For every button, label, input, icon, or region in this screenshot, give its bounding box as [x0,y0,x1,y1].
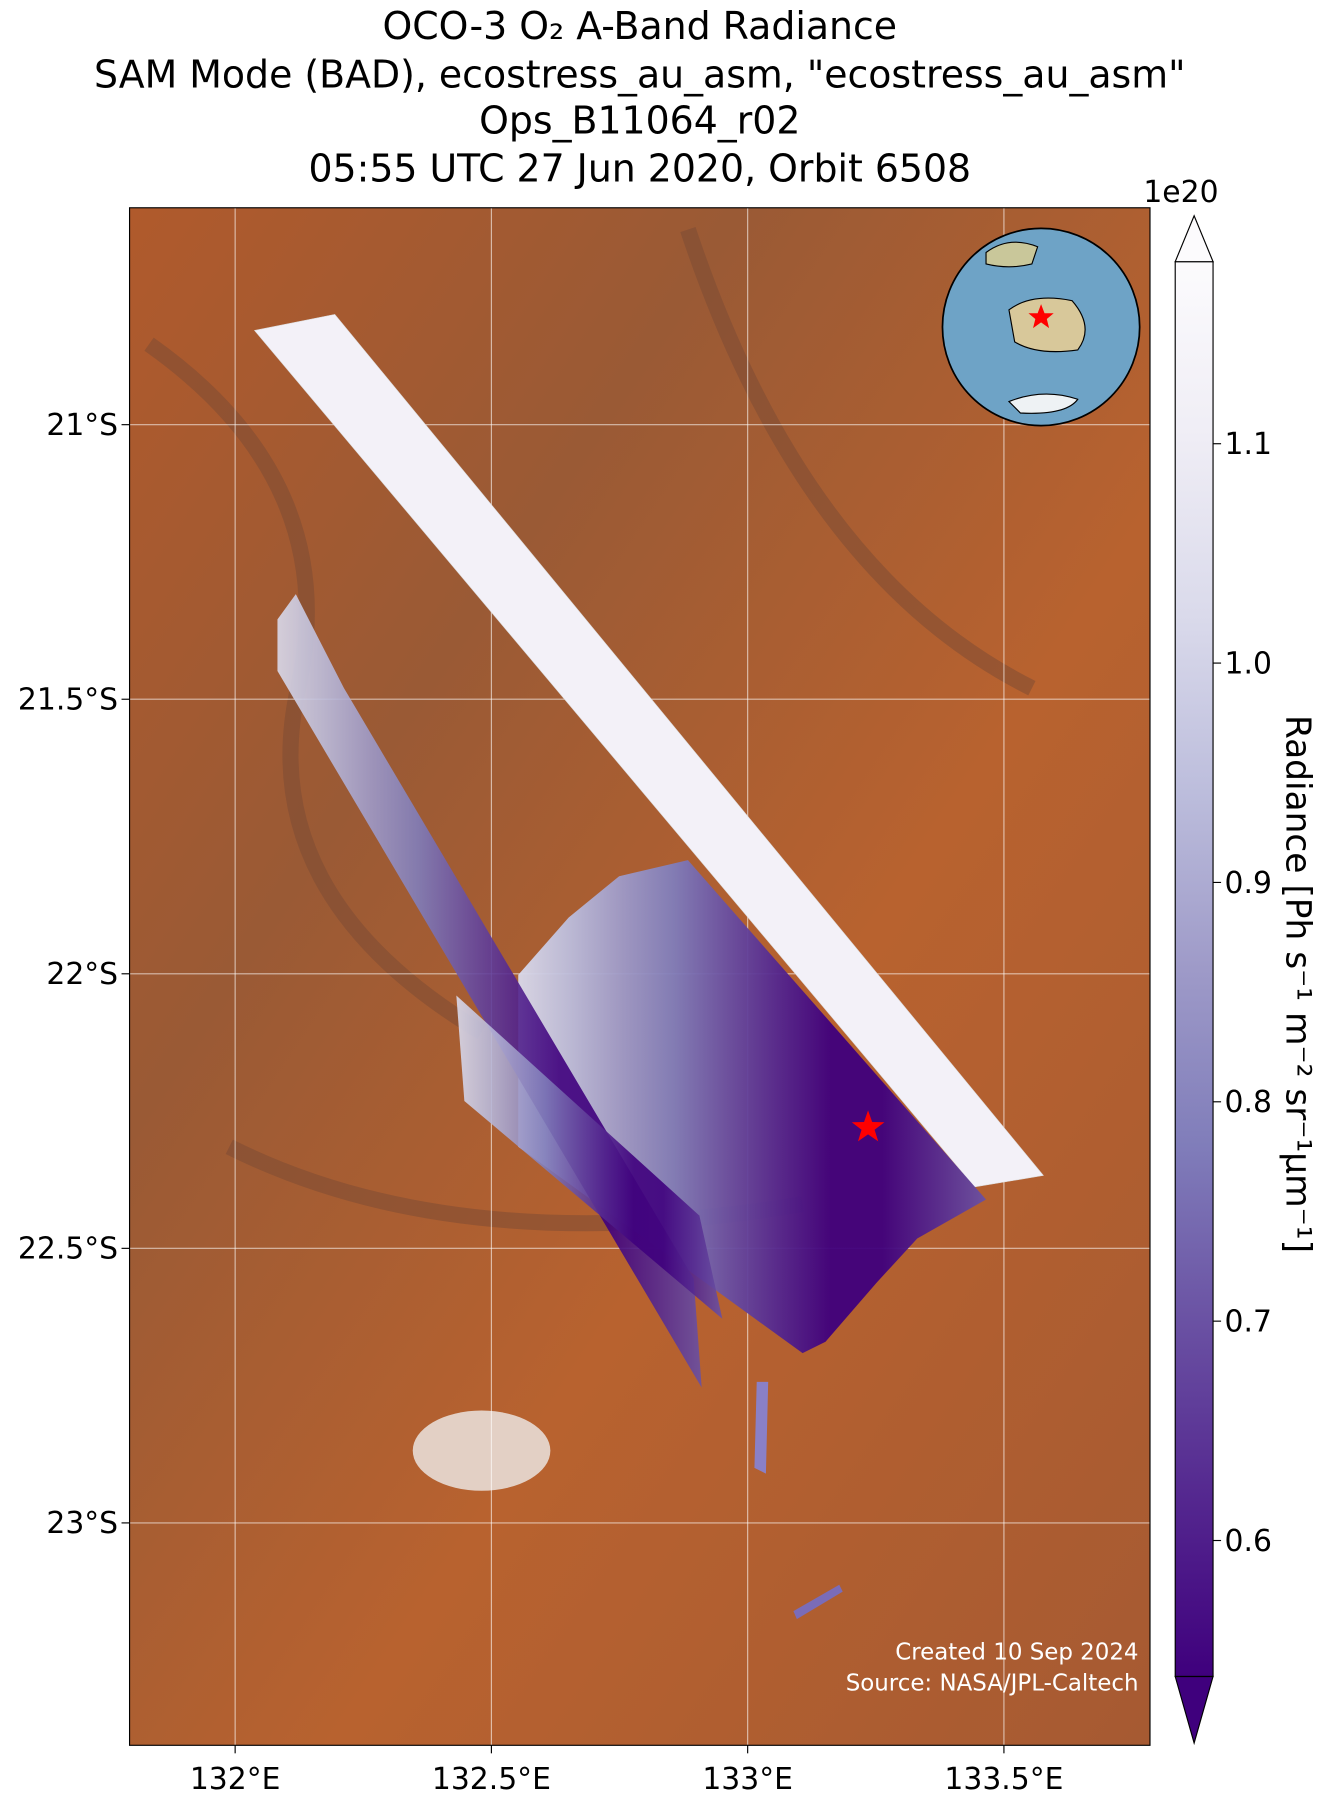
colorbar [1174,261,1214,1678]
colorbar-tick-label: 0.6 [1225,1524,1272,1559]
swath [456,995,723,1319]
colorbar-tick-label: 1.1 [1225,427,1272,462]
colorbar-extend-max [1174,214,1214,263]
y-tick-label: 22.5°S [18,1232,118,1267]
x-tick-label: 133°E [702,1762,793,1796]
x-tick-label: 132.5°E [432,1762,551,1796]
colorbar-tick-label: 0.9 [1225,866,1272,901]
map-area: Created 10 Sep 2024 Source: NASA/JPL-Cal… [129,207,1150,1746]
asia [985,241,1039,268]
note: Source: NASA/JPL-Caltech [846,1670,1139,1696]
target-marker [851,1110,885,1142]
y-tick-label: 21°S [46,408,118,443]
colorbar-offset: 1e20 [1143,175,1218,210]
colorbar-extend-min [1174,1675,1214,1746]
swath [254,314,1044,1188]
x-tick-label: 132°E [190,1762,281,1796]
title-line: 05:55 UTC 27 Jun 2020, Orbit 6508 [308,146,971,190]
title-line: OCO-3 O₂ A-Band Radiance [382,4,897,48]
y-tick-label: 23°S [46,1506,118,1541]
y-tick-label: 21.5°S [18,683,118,718]
note: Created 10 Sep 2024 [895,1639,1138,1665]
title-line: Ops_B11064_r02 [479,98,800,142]
swath [754,1381,769,1474]
inset-globe [941,227,1141,427]
antarctica [1007,393,1079,414]
x-tick-label: 133.5°E [944,1762,1063,1796]
title-line: SAM Mode (BAD), ecostress_au_asm, "ecost… [94,52,1186,96]
colorbar-tick-label: 1.0 [1225,646,1272,681]
colorbar-tick-label: 0.7 [1225,1304,1272,1339]
map-frame [128,207,1151,1746]
salt-lake [412,1410,551,1491]
colorbar-tick-label: 0.8 [1225,1085,1272,1120]
swath [793,1584,843,1620]
colorbar-label: Radiance [Ph s⁻¹ m⁻² sr⁻¹μm⁻¹] [1277,715,1317,1253]
inset-star [1028,304,1054,329]
y-tick-label: 22°S [46,957,118,992]
